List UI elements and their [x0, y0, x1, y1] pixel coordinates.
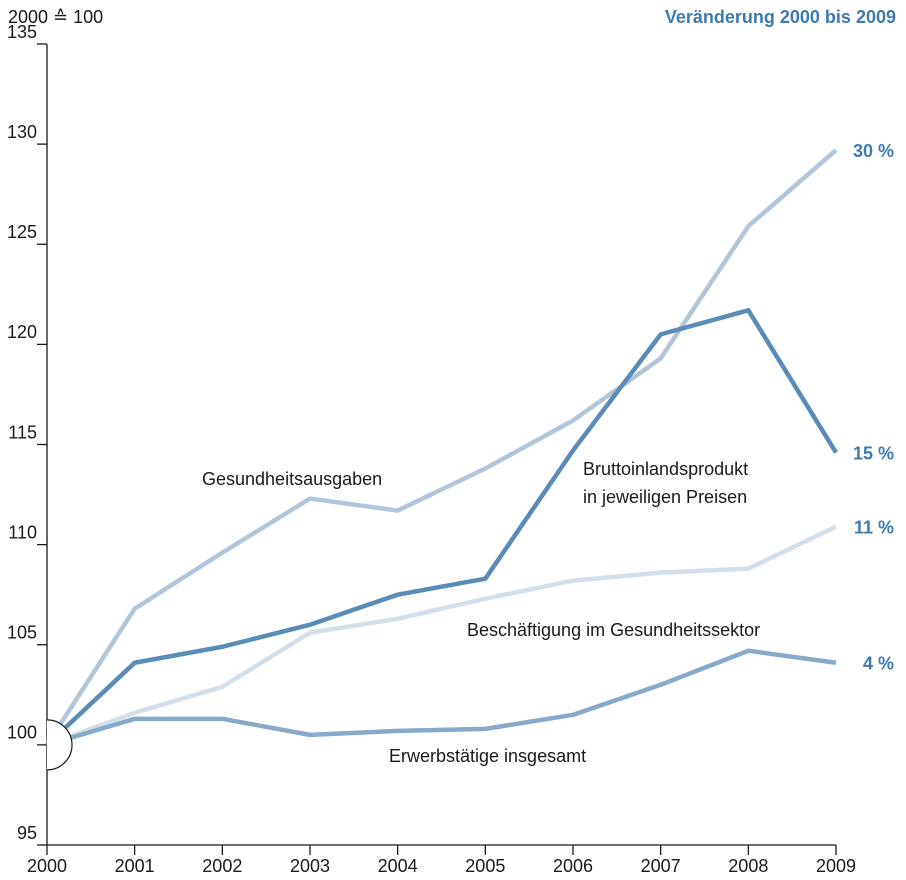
y-tick-label: 95 [17, 823, 37, 843]
y-tick-label: 115 [8, 422, 37, 442]
y-tick-label: 130 [7, 122, 37, 142]
change-label: 15 % [853, 443, 894, 463]
series-label: Beschäftigung im Gesundheitssektor [467, 620, 760, 640]
x-tick-label: 2000 [27, 856, 67, 876]
x-tick-label: 2004 [378, 856, 418, 876]
change-label: 30 % [853, 141, 894, 161]
x-tick-label: 2007 [641, 856, 681, 876]
y-tick-label: 110 [8, 522, 37, 542]
series-line [46, 524, 837, 747]
series-line [45, 308, 838, 747]
y-tick-label: 120 [7, 322, 37, 342]
y-tick-label: 135 [7, 22, 37, 42]
series-label: Bruttoinlandsprodukt [583, 459, 748, 479]
x-tick-label: 2002 [202, 856, 242, 876]
x-tick-label: 2008 [728, 856, 768, 876]
x-tick-label: 2005 [465, 856, 505, 876]
x-tick-label: 2003 [290, 856, 330, 876]
change-label: 11 % [854, 517, 894, 537]
header: Veränderung 2000 bis 2009 [665, 7, 896, 27]
y-tick-label: 125 [7, 222, 37, 242]
series-label: in jeweiligen Preisen [583, 487, 747, 507]
series-line [45, 148, 838, 747]
x-tick-label: 2009 [816, 856, 856, 876]
unit-label: 2000 ≙ 100 [8, 7, 103, 27]
change-label: 4 % [863, 654, 894, 674]
x-tick-label: 2001 [115, 856, 155, 876]
x-tick-label: 2006 [553, 856, 593, 876]
axis-break [46, 719, 73, 771]
y-tick-label: 100 [7, 723, 37, 743]
y-tick-label: 105 [7, 623, 37, 643]
series-label: Erwerbstätige insgesamt [389, 746, 586, 766]
series-line [46, 648, 837, 748]
series-label: Gesundheitsausgaben [202, 469, 382, 489]
